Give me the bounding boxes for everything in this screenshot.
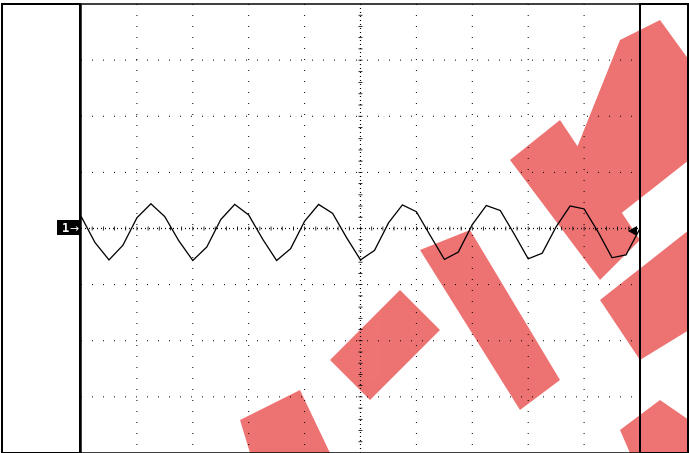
watermark-stroke-2 [510,120,640,280]
watermark-stroke-3 [420,230,560,410]
watermark [240,20,689,453]
channel-1-label: 1 [62,221,69,235]
trigger-marker [628,226,637,236]
graticule [80,3,641,453]
waveform-trace [80,202,641,262]
channel-1-arrow: → [70,222,79,235]
watermark-stroke-7 [620,400,689,453]
channel-1-marker: 1 → [57,220,81,235]
channel-1-badge [57,220,81,235]
watermark-stroke-4 [330,290,440,400]
watermark-stroke-5 [240,390,330,453]
watermark-stroke-6 [600,230,689,360]
